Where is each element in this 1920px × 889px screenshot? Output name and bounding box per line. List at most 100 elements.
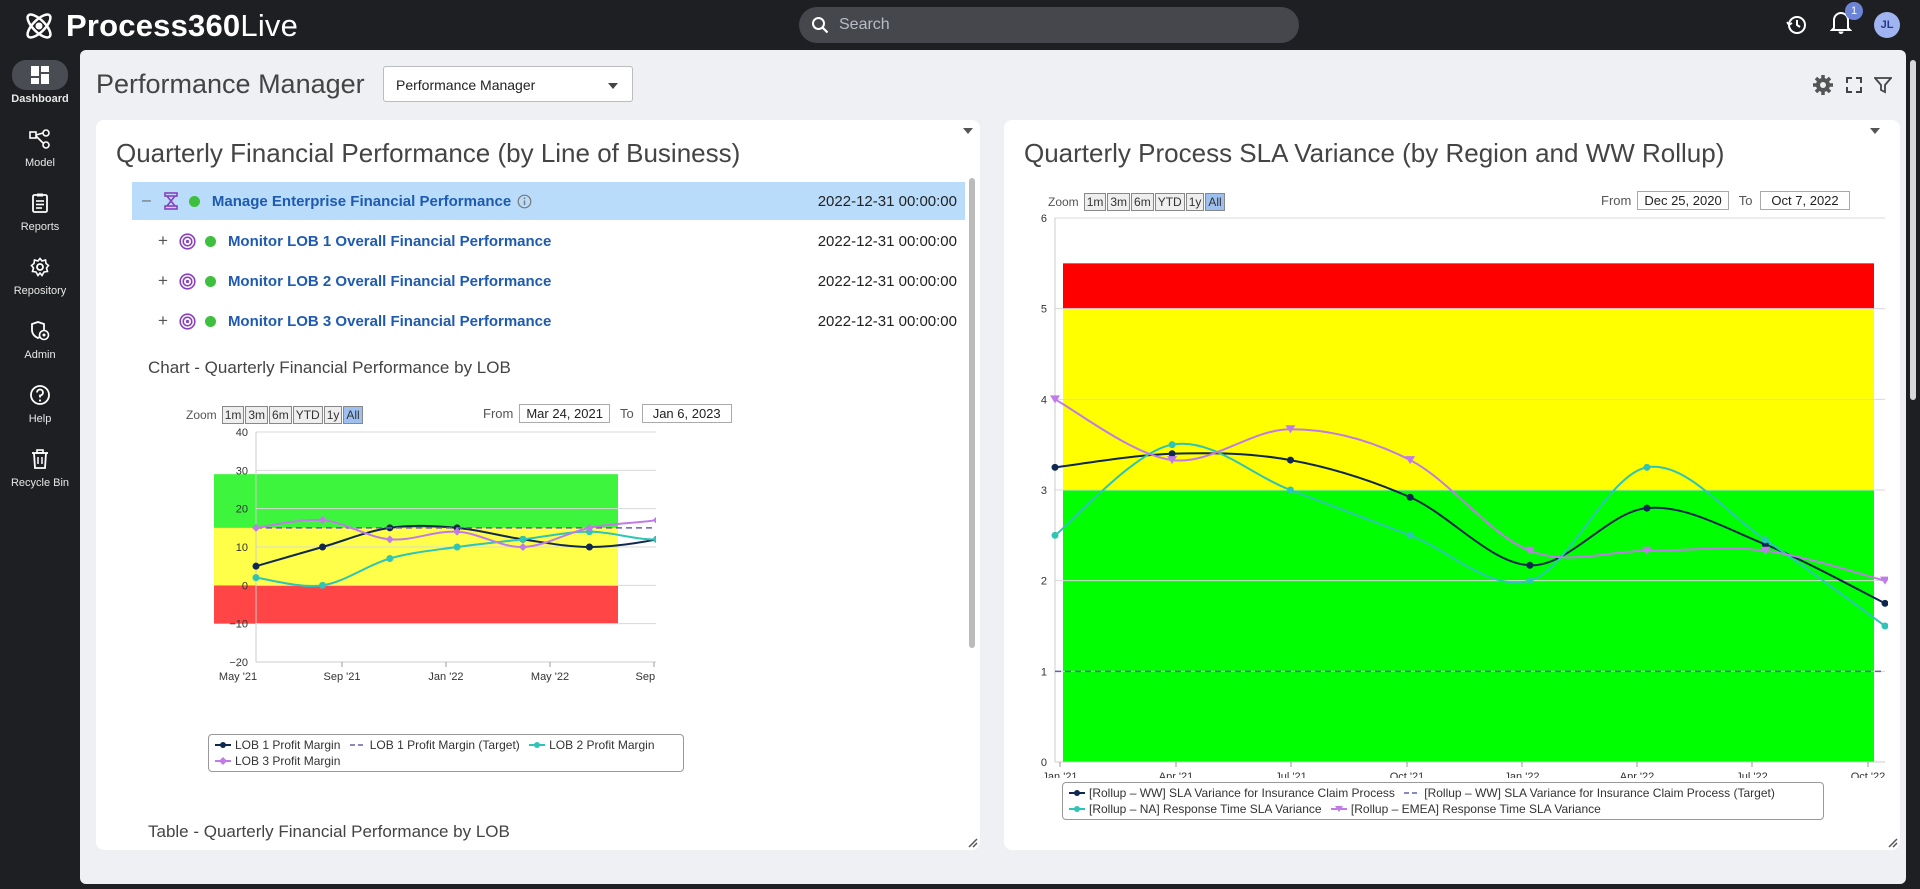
sidebar-item-label: Help xyxy=(28,413,52,425)
app-logo[interactable]: Process360Live xyxy=(22,8,298,44)
resize-handle-icon[interactable] xyxy=(968,838,978,848)
y-tick-label: 20 xyxy=(236,504,248,516)
zoom-ytd-button[interactable]: YTD xyxy=(292,406,323,424)
panel-menu-caret[interactable] xyxy=(963,128,973,134)
data-point xyxy=(1526,561,1534,569)
panel-scrollbar[interactable] xyxy=(969,178,975,648)
zoom-1m-button[interactable]: 1m xyxy=(221,406,245,424)
help-icon xyxy=(30,385,50,405)
legend-item[interactable]: LOB 3 Profit Margin xyxy=(215,754,340,768)
reports-icon xyxy=(32,193,48,213)
data-point xyxy=(252,574,260,582)
gear-icon[interactable] xyxy=(1812,74,1834,96)
y-tick-label: 5 xyxy=(1041,304,1047,316)
from-date-input[interactable]: Mar 24, 2021 xyxy=(519,404,610,423)
expand-toggle[interactable]: + xyxy=(158,311,168,330)
tree-item-name[interactable]: Monitor LOB 2 Overall Financial Performa… xyxy=(227,272,552,290)
zoom-all-button[interactable]: All xyxy=(343,406,363,424)
y-tick-label: 3 xyxy=(1041,485,1047,497)
data-point xyxy=(1760,546,1771,555)
legend-item[interactable]: [Rollup – NA] Response Time SLA Variance xyxy=(1069,802,1322,816)
tree-item-name[interactable]: Manage Enterprise Financial Performance xyxy=(211,192,512,210)
collapse-toggle[interactable]: – xyxy=(142,192,151,209)
data-point xyxy=(1881,599,1888,607)
series-line xyxy=(255,524,656,568)
panel-menu-caret[interactable] xyxy=(1870,128,1880,134)
repository-icon xyxy=(30,257,50,277)
sidebar-item-dashboard[interactable]: Dashboard xyxy=(0,50,80,114)
zoom-6m-button[interactable]: 6m xyxy=(1131,193,1154,211)
plot-band xyxy=(1063,263,1874,309)
notifications-button[interactable]: 1 xyxy=(1829,2,1863,39)
x-tick-label: Jan '21 xyxy=(1042,771,1077,778)
fullscreen-icon[interactable] xyxy=(1846,77,1862,93)
expand-toggle[interactable]: + xyxy=(158,271,168,290)
tree-item-name[interactable]: Monitor LOB 3 Overall Financial Performa… xyxy=(227,312,552,330)
tree-item-date: 2022-12-31 00:00:00 xyxy=(817,232,957,250)
zoom-1y-button[interactable]: 1y xyxy=(1185,193,1205,211)
page-scrollbar[interactable] xyxy=(1906,50,1920,889)
legend-item[interactable]: [Rollup – EMEA] Response Time SLA Varian… xyxy=(1330,802,1601,816)
info-icon[interactable] xyxy=(517,194,532,209)
data-point xyxy=(1406,531,1414,539)
zoom-1y-button[interactable]: 1y xyxy=(323,406,343,424)
legend-item[interactable]: LOB 1 Profit Margin xyxy=(215,738,340,752)
data-point xyxy=(1880,576,1888,585)
zoom-6m-button[interactable]: 6m xyxy=(269,406,292,424)
from-date-input[interactable]: Dec 25, 2020 xyxy=(1637,191,1729,210)
y-tick-label: 0 xyxy=(1041,757,1047,769)
to-date-input[interactable]: Oct 7, 2022 xyxy=(1760,191,1850,210)
chart-legend: [Rollup – WW] SLA Variance for Insurance… xyxy=(1062,782,1824,820)
app-name: Process360Live xyxy=(66,8,299,43)
expand-toggle[interactable]: + xyxy=(158,231,168,250)
zoom-3m-button[interactable]: 3m xyxy=(245,406,269,424)
zoom-all-button[interactable]: All xyxy=(1205,193,1225,211)
tree-row-lob1[interactable]: + Monitor LOB 1 Overall Financial Perfor… xyxy=(132,222,965,260)
zoom-3m-button[interactable]: 3m xyxy=(1107,193,1131,211)
series-line xyxy=(1054,398,1886,582)
financial-performance-panel: Quarterly Financial Performance (by Line… xyxy=(96,120,980,850)
search-input[interactable]: Search xyxy=(799,7,1299,43)
data-point xyxy=(1050,395,1060,404)
x-tick-label: Apr '22 xyxy=(1620,771,1655,778)
data-point xyxy=(652,516,656,524)
dashboard-selector-value: Performance Manager xyxy=(396,77,536,93)
data-point xyxy=(1167,456,1178,465)
plot-band xyxy=(214,474,618,528)
legend-item[interactable]: [Rollup – WW] SLA Variance for Insurance… xyxy=(1404,786,1775,800)
filter-icon[interactable] xyxy=(1874,76,1892,94)
x-tick-label: Jan '22 xyxy=(428,671,463,683)
data-point xyxy=(318,516,327,525)
history-icon[interactable] xyxy=(1786,14,1808,36)
legend-item[interactable]: [Rollup – WW] SLA Variance for Insurance… xyxy=(1069,786,1395,800)
y-tick-label: −10 xyxy=(229,619,248,631)
tree-row-lob3[interactable]: + Monitor LOB 3 Overall Financial Perfor… xyxy=(132,302,965,340)
sidebar-item-repository[interactable]: Repository xyxy=(0,242,80,306)
to-date-input[interactable]: Jan 6, 2023 xyxy=(641,404,732,423)
zoom-1m-button[interactable]: 1m xyxy=(1083,193,1107,211)
y-tick-label: 4 xyxy=(1041,394,1047,406)
sidebar-item-recycle-bin[interactable]: Recycle Bin xyxy=(0,434,80,498)
series-line xyxy=(255,518,656,549)
legend-item[interactable]: LOB 2 Profit Margin xyxy=(529,738,655,752)
tree-item-name[interactable]: Monitor LOB 1 Overall Financial Performa… xyxy=(227,232,552,250)
tree-row-lob2[interactable]: + Monitor LOB 2 Overall Financial Perfor… xyxy=(132,262,965,300)
data-point xyxy=(1168,450,1176,458)
data-point xyxy=(1761,536,1769,544)
data-point xyxy=(252,562,260,570)
dashboard-selector[interactable]: Performance Manager xyxy=(383,66,633,102)
status-dot xyxy=(188,195,200,207)
tree-row-enterprise[interactable]: – Manage Enterprise Financial Performanc… xyxy=(132,182,965,220)
sidebar-item-label: Recycle Bin xyxy=(10,477,70,489)
sidebar-item-admin[interactable]: Admin xyxy=(0,306,80,370)
legend-item[interactable]: LOB 1 Profit Margin (Target) xyxy=(349,738,520,752)
data-point xyxy=(1051,463,1059,471)
data-point xyxy=(1526,577,1534,585)
sidebar-item-help[interactable]: Help xyxy=(0,370,80,434)
resize-handle-icon[interactable] xyxy=(1888,838,1898,848)
sidebar-item-model[interactable]: Model xyxy=(0,114,80,178)
zoom-ytd-button[interactable]: YTD xyxy=(1154,193,1185,211)
data-point xyxy=(1881,622,1888,630)
user-avatar[interactable]: JL xyxy=(1874,11,1900,38)
sidebar-item-reports[interactable]: Reports xyxy=(0,178,80,242)
